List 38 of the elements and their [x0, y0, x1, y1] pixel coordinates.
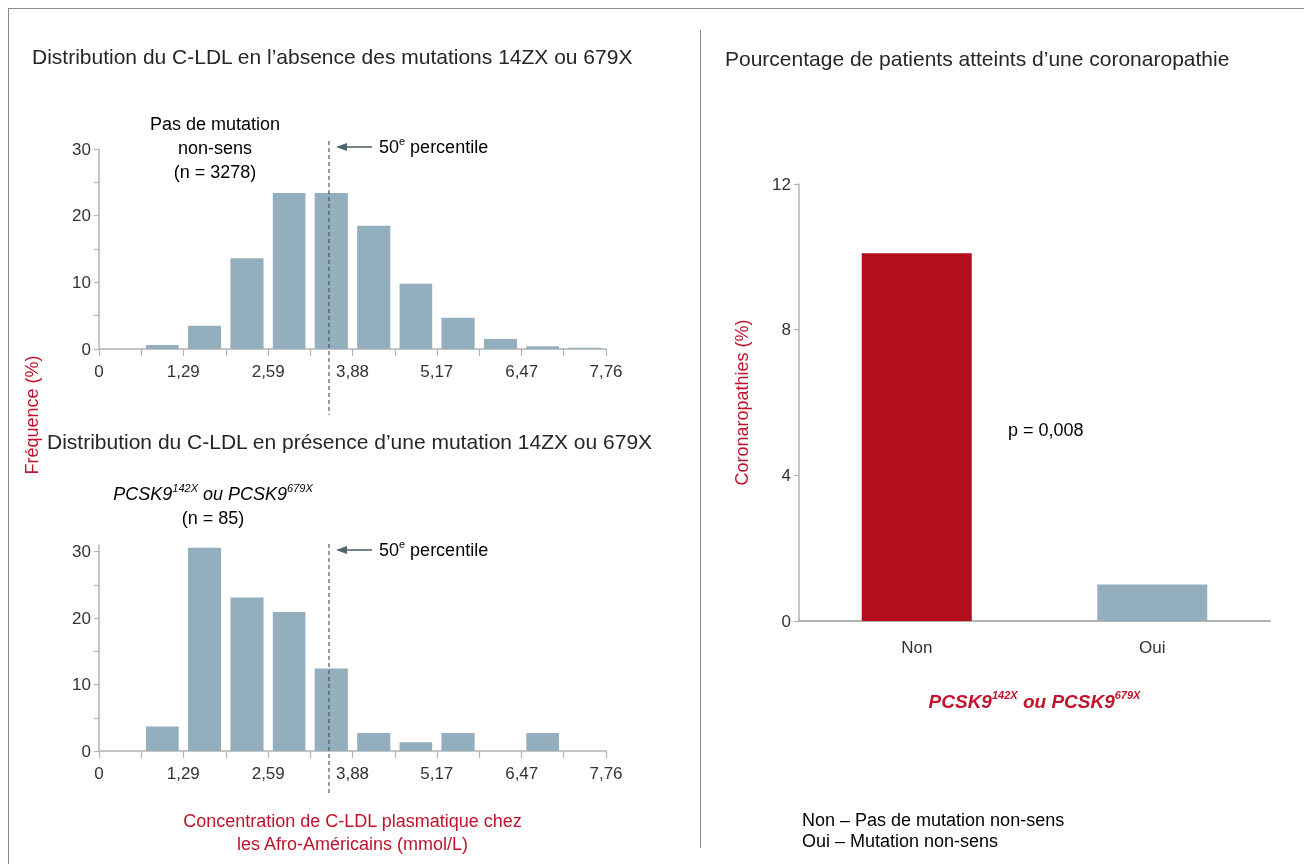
y-tick-label: 10: [72, 675, 91, 695]
y-tick-label: 10: [72, 272, 91, 292]
x-tick-label: Non: [901, 638, 933, 657]
x-tick-label: 3,88: [335, 362, 370, 381]
y-tick-label: 30: [72, 542, 91, 562]
x-tick-label: 1,29: [166, 362, 200, 381]
x-tick-label: 0: [94, 764, 104, 783]
y-axis-title: Fréquence (%): [21, 355, 43, 475]
x-tick-label: 5,17: [420, 362, 454, 381]
y-tick-label: 0: [81, 339, 91, 359]
x-tick-label: 2,59: [251, 764, 285, 783]
y-axis-title: Coronaropathies (%): [731, 319, 752, 486]
y-tick-label: 0: [81, 741, 91, 761]
annotation: Pas de mutation non-sens (n = 3278): [149, 114, 281, 182]
y-tick-label: 8: [781, 320, 791, 340]
annotation: p = 0,008: [1008, 420, 1084, 440]
x-tick-label: 3,88: [335, 764, 370, 783]
text: Non – Pas de mutation non-sens: [802, 809, 1065, 830]
chart-title: Distribution du C-LDL en présence d’une mutation 14ZX ou 679X: [47, 430, 653, 453]
y-tick-label: 30: [72, 139, 91, 159]
y-tick-label: 20: [72, 206, 91, 226]
x-tick-label: 6,47: [505, 764, 539, 783]
x-tick-label: 6,47: [505, 362, 539, 381]
x-tick-label: 7,76: [589, 764, 623, 783]
y-tick-label: 4: [781, 465, 791, 485]
y-tick-label: 12: [772, 174, 791, 194]
y-tick-label: 20: [72, 608, 91, 628]
x-tick-label: 0: [94, 362, 104, 381]
chart-title: Distribution du C-LDL en l’absence des mutations 14ZX ou 679X: [32, 45, 633, 68]
x-tick-label: 2,59: [251, 362, 285, 381]
x-tick-label: 5,17: [420, 764, 454, 783]
text: Oui – Mutation non-sens: [802, 830, 999, 851]
x-tick-label: Oui: [1139, 638, 1166, 657]
chart-title: Pourcentage de patients atteints d’une coronaropathie: [725, 47, 1230, 70]
x-axis-title: Concentration de C-LDL plasmatique chez les Afro-Américains (mmol/L): [183, 810, 522, 854]
x-tick-label: 7,76: [589, 362, 623, 381]
y-tick-label: 0: [781, 611, 791, 631]
x-tick-label: 1,29: [166, 764, 200, 783]
